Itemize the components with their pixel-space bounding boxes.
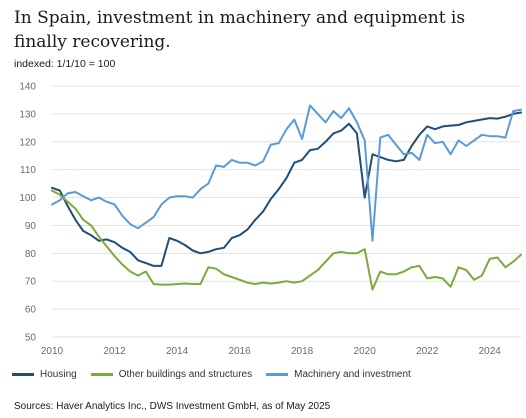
series-line-0: [51, 111, 522, 267]
legend-label-housing: Housing: [40, 369, 77, 380]
y-tick-label: 140: [19, 82, 36, 93]
legend-label-machinery: Machinery and investment: [294, 369, 411, 380]
series-line-1: [51, 189, 522, 291]
x-tick-label: 2020: [354, 346, 377, 357]
series-line-2: [51, 104, 522, 242]
x-tick-label: 2024: [479, 346, 502, 357]
chart-legend: Housing Other buildings and structures M…: [12, 369, 411, 380]
x-tick-label: 2014: [166, 346, 189, 357]
legend-swatch-other-buildings: [90, 373, 113, 376]
chart-source: Sources: Haver Analytics Inc., DWS Inves…: [14, 401, 331, 412]
x-tick-label: 2018: [291, 346, 314, 357]
y-tick-label: 60: [25, 305, 37, 316]
legend-item-housing: Housing: [12, 369, 77, 380]
x-tick-label: 2022: [416, 346, 439, 357]
x-tick-label: 2016: [228, 346, 251, 357]
y-tick-label: 100: [19, 193, 36, 204]
legend-swatch-housing: [12, 373, 34, 376]
y-tick-label: 130: [19, 109, 36, 120]
legend-item-machinery: Machinery and investment: [266, 369, 411, 380]
x-tick-label: 2012: [103, 346, 126, 357]
y-tick-label: 70: [25, 277, 37, 288]
y-tick-label: 120: [19, 137, 36, 148]
legend-label-other-buildings: Other buildings and structures: [118, 369, 253, 380]
legend-item-other-buildings: Other buildings and structures: [90, 369, 253, 380]
chart-title: In Spain, investment in machinery and eq…: [14, 8, 466, 52]
y-tick-label: 110: [20, 165, 36, 176]
legend-swatch-machinery: [266, 373, 289, 376]
chart-subtitle: indexed: 1/1/10 = 100: [14, 58, 116, 70]
y-tick-label: 80: [25, 249, 37, 260]
y-tick-label: 90: [25, 221, 37, 232]
y-tick-label: 50: [25, 333, 37, 344]
x-tick-label: 2010: [41, 346, 64, 357]
